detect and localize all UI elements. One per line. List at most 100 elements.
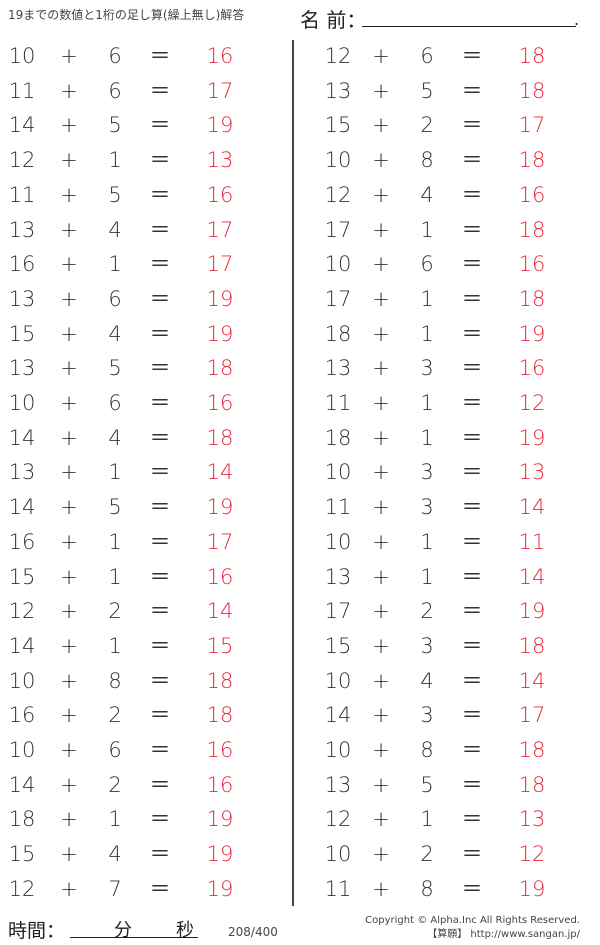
right-problem-22-operand-b: 5: [420, 772, 434, 797]
left-problem-8-answer: 19: [206, 286, 234, 311]
left-problem-25-equals-sign: ＝: [149, 876, 171, 901]
left-problem-25-plus-sign: +: [60, 876, 78, 901]
right-problem-22-answer: 18: [518, 772, 546, 797]
right-problem-6-equals-sign: ＝: [461, 217, 483, 242]
left-problem-1-plus-sign: +: [60, 44, 78, 68]
right-problem-12-operand-b: 1: [420, 425, 434, 450]
right-problem-14-plus-sign: +: [372, 495, 390, 520]
time-label: 時間：: [8, 920, 66, 942]
right-problem-18-answer: 18: [518, 633, 546, 658]
left-problem-23-equals-sign: ＝: [149, 807, 171, 832]
left-problem-8-operand-b: 6: [108, 286, 122, 311]
left-problem-10-answer: 18: [206, 356, 234, 381]
right-problem-1-operand-b: 6: [420, 44, 434, 68]
right-problem-15-operand-b: 1: [420, 529, 434, 554]
left-problem-10-equals-sign: ＝: [149, 356, 171, 381]
left-problem-24-answer: 19: [206, 842, 234, 867]
left-problem-1-equals-sign: ＝: [149, 44, 171, 68]
right-problem-12-equals-sign: ＝: [461, 425, 483, 450]
right-problem-6-plus-sign: +: [372, 217, 390, 242]
left-problem-9-answer: 19: [206, 321, 234, 346]
seconds-label: 秒: [176, 920, 194, 941]
left-problem-18-operand-a: 14: [8, 633, 36, 658]
right-problem-21-equals-sign: ＝: [461, 738, 483, 762]
right-problem-13-equals-sign: ＝: [461, 460, 483, 485]
left-problem-18-plus-sign: +: [60, 633, 78, 658]
right-problem-3-plus-sign: +: [372, 113, 390, 138]
name-field-line: [362, 26, 576, 27]
left-problem-23-plus-sign: +: [60, 807, 78, 832]
right-problem-24-answer: 12: [518, 842, 546, 867]
right-problem-18-plus-sign: +: [372, 633, 390, 658]
right-problem-13-operand-b: 3: [420, 460, 434, 485]
left-problem-12-plus-sign: +: [60, 425, 78, 450]
left-problem-4-answer: 13: [206, 148, 234, 173]
left-problem-16-answer: 16: [206, 564, 234, 589]
left-problem-11-equals-sign: ＝: [149, 391, 171, 415]
right-problem-4-answer: 18: [518, 148, 546, 173]
left-problem-1-answer: 16: [206, 44, 234, 68]
left-problem-17-equals-sign: ＝: [149, 599, 171, 624]
right-problem-25-answer: 19: [518, 876, 546, 901]
right-problem-14-answer: 14: [518, 495, 546, 520]
left-problem-22-operand-b: 2: [108, 772, 122, 797]
left-problem-2-equals-sign: ＝: [149, 78, 171, 103]
left-problem-10-operand-b: 5: [108, 356, 122, 381]
right-problem-11-operand-a: 11: [324, 391, 352, 415]
right-problem-4-operand-a: 10: [324, 148, 352, 173]
left-problem-9-plus-sign: +: [60, 321, 78, 346]
right-problem-10-answer: 16: [518, 356, 546, 381]
left-problem-14-operand-a: 14: [8, 495, 36, 520]
right-problem-9-operand-a: 18: [324, 321, 352, 346]
left-problem-14-answer: 19: [206, 495, 234, 520]
left-problem-20-plus-sign: +: [60, 703, 78, 728]
right-problem-5-equals-sign: ＝: [461, 182, 483, 207]
right-problem-23-answer: 13: [518, 807, 546, 832]
right-problem-16-operand-a: 13: [324, 564, 352, 589]
right-problem-12-answer: 19: [518, 425, 546, 450]
right-problem-7-operand-b: 6: [420, 252, 434, 277]
left-problem-20-operand-a: 16: [8, 703, 36, 728]
left-problem-4-operand-b: 1: [108, 148, 122, 173]
left-problem-17-answer: 14: [206, 599, 234, 624]
right-problem-20-answer: 17: [518, 703, 546, 728]
right-problem-5-answer: 16: [518, 182, 546, 207]
right-problem-12-plus-sign: +: [372, 425, 390, 450]
left-problem-5-operand-a: 11: [8, 182, 36, 207]
right-problem-20-plus-sign: +: [372, 703, 390, 728]
left-problem-13-plus-sign: +: [60, 460, 78, 485]
left-problem-6-operand-b: 4: [108, 217, 122, 242]
left-problem-22-equals-sign: ＝: [149, 772, 171, 797]
right-problem-15-plus-sign: +: [372, 529, 390, 554]
left-problem-21-operand-b: 6: [108, 738, 122, 762]
left-problem-2-answer: 17: [206, 78, 234, 103]
left-problem-2-operand-a: 11: [8, 78, 36, 103]
right-problem-9-equals-sign: ＝: [461, 321, 483, 346]
right-problem-7-plus-sign: +: [372, 252, 390, 277]
right-problem-18-equals-sign: ＝: [461, 633, 483, 658]
right-problem-1-plus-sign: +: [372, 44, 390, 68]
left-problem-10-operand-a: 13: [8, 356, 36, 381]
left-problem-9-equals-sign: ＝: [149, 321, 171, 346]
left-problem-2-plus-sign: +: [60, 78, 78, 103]
left-problem-19-plus-sign: +: [60, 668, 78, 693]
right-problem-3-operand-b: 2: [420, 113, 434, 138]
left-problem-21-plus-sign: +: [60, 738, 78, 762]
right-problem-2-operand-b: 5: [420, 78, 434, 103]
right-problem-25-operand-a: 11: [324, 876, 352, 901]
left-problem-4-operand-a: 12: [8, 148, 36, 173]
left-problem-15-answer: 17: [206, 529, 234, 554]
left-problem-11-answer: 16: [206, 391, 234, 415]
left-problem-8-plus-sign: +: [60, 286, 78, 311]
copyright: Copyright © Alpha.Inc All Rights Reserve…: [365, 914, 580, 942]
right-problem-13-answer: 13: [518, 460, 546, 485]
right-problem-9-operand-b: 1: [420, 321, 434, 346]
left-problem-14-equals-sign: ＝: [149, 495, 171, 520]
right-problem-11-answer: 12: [518, 391, 546, 415]
right-problem-10-operand-a: 13: [324, 356, 352, 381]
right-problem-24-plus-sign: +: [372, 842, 390, 867]
right-problem-4-operand-b: 8: [420, 148, 434, 173]
right-problem-7-equals-sign: ＝: [461, 252, 483, 277]
right-problem-11-equals-sign: ＝: [461, 391, 483, 415]
right-problem-25-plus-sign: +: [372, 876, 390, 901]
